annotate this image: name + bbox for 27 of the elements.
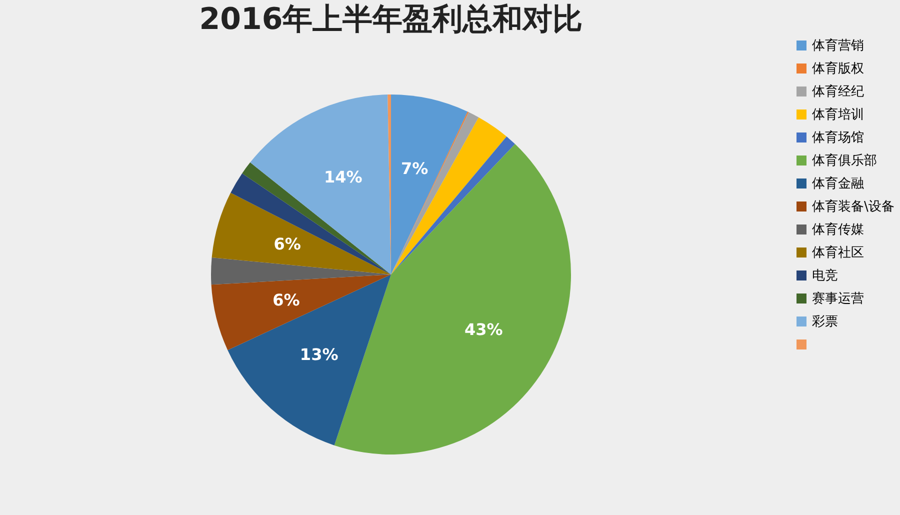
legend-label: 体育俱乐部 xyxy=(812,152,877,168)
pie-slice xyxy=(391,117,507,274)
data-label: 14% xyxy=(324,168,362,187)
legend-label: 体育金融 xyxy=(812,176,864,192)
legend-label: 赛事运营 xyxy=(812,290,864,306)
legend-label: 体育营销 xyxy=(812,38,864,54)
legend-label: 彩票 xyxy=(812,314,838,330)
data-label: 13% xyxy=(300,345,338,364)
legend-label: 体育经纪 xyxy=(812,84,864,100)
legend-label: 体育装备\设备 xyxy=(812,198,894,214)
chart-title: 2016年上半年盈利总和对比 xyxy=(199,2,583,37)
pie-slice xyxy=(391,136,516,274)
legend-label: 体育场馆 xyxy=(812,130,864,146)
pie-slice xyxy=(228,274,391,446)
data-label: 6% xyxy=(274,234,301,254)
legend-label: 体育社区 xyxy=(812,244,864,260)
legend-label: 电竞 xyxy=(812,268,838,284)
legend-label: 体育版权 xyxy=(812,60,864,76)
legend-label: 体育培训 xyxy=(812,106,864,122)
pie-slice xyxy=(211,258,391,285)
data-label: 6% xyxy=(272,290,300,310)
legend-label: 体育传媒 xyxy=(812,222,864,238)
pie-slice xyxy=(250,94,391,274)
data-label: 7% xyxy=(400,159,428,178)
data-label: 43% xyxy=(464,320,503,340)
pie-slice xyxy=(212,192,391,274)
pie-slice xyxy=(242,162,391,274)
